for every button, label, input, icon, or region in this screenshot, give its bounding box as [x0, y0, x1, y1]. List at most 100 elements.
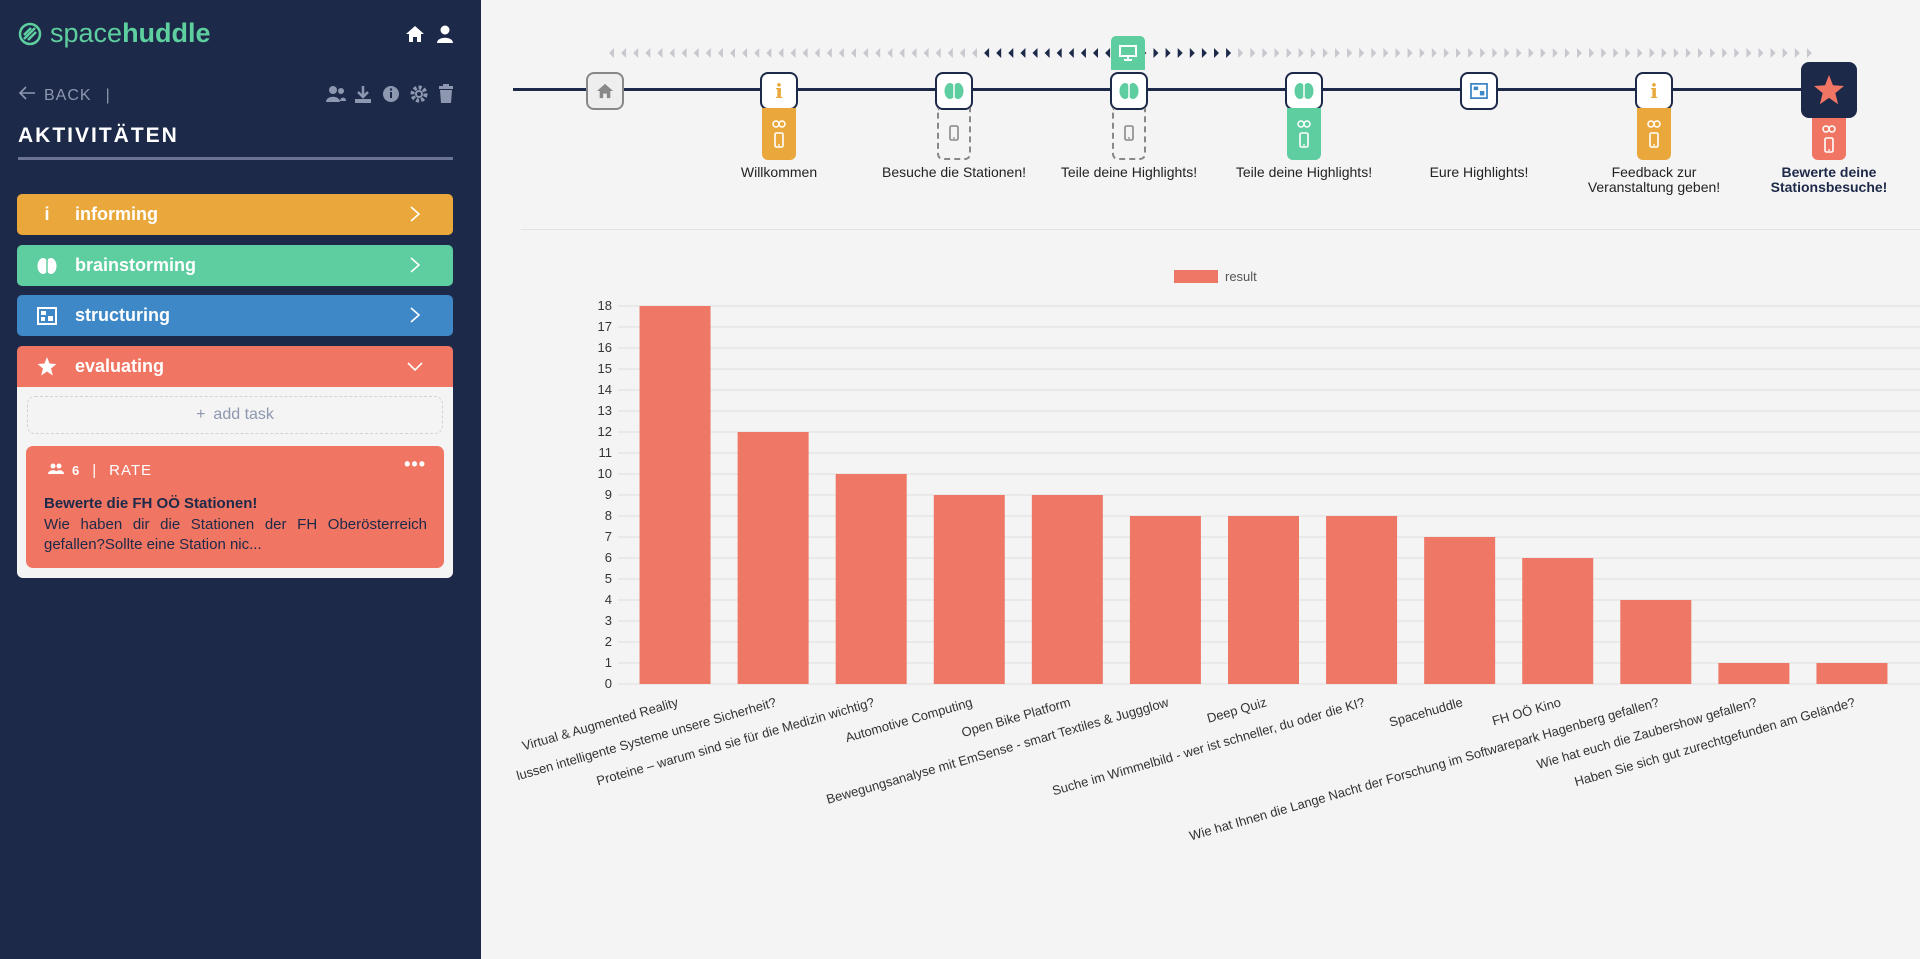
timeline-step-4[interactable] — [1285, 72, 1323, 110]
timeline-arrow-mark — [1468, 48, 1474, 58]
x-tick-label: FH OÖ Kino — [1490, 694, 1562, 728]
timeline-step-7[interactable] — [1801, 62, 1857, 118]
timeline-arrow-mark — [947, 48, 953, 58]
y-tick-label: 1 — [605, 655, 612, 670]
app-logo[interactable]: spacehuddle — [18, 18, 211, 49]
category-label: evaluating — [75, 356, 165, 376]
y-tick-label: 3 — [605, 613, 612, 628]
timeline-step-6[interactable]: i — [1635, 72, 1673, 110]
timeline-arrow-mark — [633, 48, 639, 58]
bar[interactable] — [1031, 495, 1103, 684]
bar[interactable] — [737, 432, 809, 684]
presentation-icon[interactable] — [1111, 36, 1145, 70]
bar[interactable] — [639, 306, 711, 684]
star-icon — [1813, 75, 1845, 105]
category-informing[interactable]: i informing — [17, 194, 453, 235]
timeline-step-label: Feedback zur Veranstaltung geben! — [1587, 164, 1721, 195]
y-tick-label: 15 — [598, 361, 612, 376]
more-icon[interactable]: ••• — [404, 454, 426, 474]
bar[interactable] — [1522, 558, 1594, 684]
timeline-arrow-mark — [1564, 48, 1570, 58]
download-icon[interactable] — [353, 84, 373, 104]
y-tick-label: 11 — [599, 445, 613, 460]
y-tick-label: 17 — [598, 319, 612, 334]
y-tick-label: 6 — [605, 550, 612, 565]
bar[interactable] — [933, 495, 1005, 684]
user-icon[interactable] — [435, 24, 455, 44]
session-timeline: i Willkommen Besuche die Stationen! Teile d… — [481, 0, 1920, 230]
bar[interactable] — [1816, 663, 1888, 684]
timeline-arrow-mark — [838, 48, 844, 58]
timeline-arrow-mark — [1153, 48, 1159, 58]
timeline-step-label: Bewerte deine Stationsbesuche! — [1770, 164, 1888, 195]
y-tick-label: 9 — [605, 487, 612, 502]
info-circle-icon[interactable] — [381, 84, 401, 104]
category-brainstorming[interactable]: brainstorming — [17, 245, 453, 286]
sidebar: spacehuddle BACK | AKTIVITÄTEN i informi… — [0, 0, 481, 959]
timeline-arrow-mark — [681, 48, 687, 58]
timeline-arrow-mark — [693, 48, 699, 58]
phone-icon — [1824, 137, 1834, 153]
timeline-arrow-mark — [1080, 48, 1086, 58]
timeline-arrow-mark — [1068, 48, 1074, 58]
timeline-arrow-mark — [778, 48, 784, 58]
trash-icon[interactable] — [437, 84, 457, 104]
timeline-step-5[interactable] — [1460, 72, 1498, 110]
participants-icon — [48, 462, 64, 479]
timeline-arrow-mark — [790, 48, 796, 58]
timeline-arrow-mark — [1056, 48, 1062, 58]
timeline-step-3[interactable] — [1110, 72, 1148, 110]
participant-count: 6 — [72, 463, 81, 478]
task-type: RATE — [109, 462, 153, 479]
timeline-arrow-mark — [1456, 48, 1461, 58]
x-tick-label: Deep Quiz — [1205, 694, 1268, 725]
timeline-arrow-mark — [1637, 48, 1643, 58]
timeline-arrow-mark — [1504, 48, 1510, 58]
timeline-arrow-mark — [657, 48, 663, 58]
timeline-arrow-mark — [1322, 48, 1328, 58]
info-icon: i — [44, 204, 50, 224]
bar[interactable] — [1718, 663, 1790, 684]
back-button[interactable]: BACK | — [18, 86, 111, 105]
bar[interactable] — [1129, 516, 1201, 684]
timeline-arrow-mark — [814, 48, 820, 58]
timeline-step-label: Teile deine Highlights! — [1235, 164, 1373, 180]
bar[interactable] — [1620, 600, 1692, 684]
task-card[interactable]: 6 | RATE ••• Bewerte die FH OÖ Stationen… — [26, 446, 444, 568]
category-structuring[interactable]: structuring — [17, 295, 453, 336]
timeline-arrow-mark — [1214, 48, 1219, 58]
gear-icon[interactable] — [409, 84, 429, 104]
timeline-arrow-mark — [959, 48, 965, 58]
timeline-arrow-mark — [1528, 48, 1534, 58]
category-evaluating[interactable]: evaluating — [17, 346, 453, 387]
timeline-arrow-mark — [1649, 48, 1655, 58]
timeline-arrow-mark — [1794, 48, 1800, 58]
bar[interactable] — [1228, 516, 1299, 684]
home-icon[interactable] — [405, 24, 425, 44]
bar[interactable] — [1326, 516, 1398, 684]
bar[interactable] — [1424, 537, 1496, 684]
bar[interactable] — [835, 474, 907, 684]
category-label: informing — [75, 204, 158, 224]
glasses-icon — [772, 120, 786, 128]
timeline-arrow-mark — [875, 48, 881, 58]
add-task-button[interactable]: + add task — [27, 396, 443, 434]
task-description: Wie haben dir die Stationen der FH Oberö… — [44, 516, 427, 553]
divider: | — [105, 86, 111, 104]
timeline-step-1[interactable]: i — [760, 72, 798, 110]
phone-icon — [1299, 132, 1309, 148]
timeline-arrow-mark — [1008, 48, 1014, 58]
info-icon: i — [1650, 79, 1658, 103]
timeline-arrow-mark — [1661, 48, 1667, 58]
info-icon: i — [775, 79, 783, 103]
timeline-arrow-mark — [1540, 48, 1546, 58]
timeline-step-2[interactable] — [935, 72, 973, 110]
result-chart: result 0 1 2 3 4 5 6 7 8 9 10 11 12 13 14 15 16 17 18 Virtua… — [481, 231, 1920, 959]
step-module-indicator — [1637, 108, 1671, 160]
home-node[interactable] — [586, 72, 624, 110]
logo-text-bold: huddle — [122, 18, 211, 48]
participants-icon[interactable] — [325, 84, 346, 104]
y-tick-label: 14 — [598, 382, 612, 397]
task-title: Bewerte die FH OÖ Stationen! — [44, 495, 258, 512]
brain-icon — [1294, 82, 1314, 100]
